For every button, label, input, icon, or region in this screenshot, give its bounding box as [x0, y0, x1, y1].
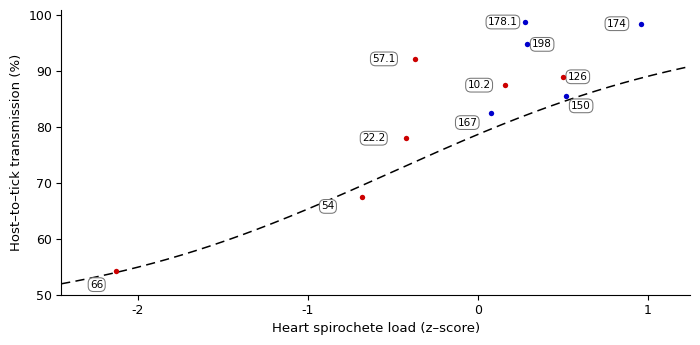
Point: [499, 82, 510, 88]
Point: [520, 19, 531, 25]
Point: [522, 42, 533, 47]
Point: [486, 110, 497, 116]
Point: [561, 93, 572, 99]
Point: [557, 74, 568, 80]
Point: [636, 21, 647, 27]
Text: 22.2: 22.2: [362, 133, 386, 143]
Text: 54: 54: [321, 201, 335, 211]
Text: 10.2: 10.2: [468, 80, 491, 90]
Text: 150: 150: [571, 101, 591, 111]
Point: [410, 56, 421, 62]
Point: [110, 268, 121, 274]
Text: 66: 66: [90, 280, 104, 290]
Point: [400, 136, 412, 141]
X-axis label: Heart spirochete load (z–score): Heart spirochete load (z–score): [272, 322, 480, 335]
Text: 57.1: 57.1: [372, 54, 396, 64]
Point: [356, 194, 368, 200]
Text: 126: 126: [568, 72, 588, 82]
Text: 178.1: 178.1: [488, 17, 518, 27]
Text: 174: 174: [607, 19, 626, 29]
Y-axis label: Host–to–tick transmission (%): Host–to–tick transmission (%): [10, 53, 22, 251]
Text: 167: 167: [457, 118, 477, 128]
Text: 198: 198: [532, 39, 552, 49]
